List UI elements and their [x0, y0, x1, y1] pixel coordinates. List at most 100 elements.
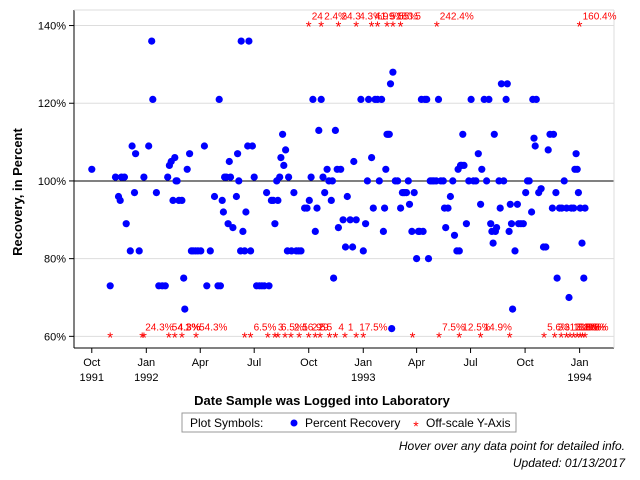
data-point-percent-recovery[interactable]: [357, 95, 365, 103]
data-point-percent-recovery[interactable]: [439, 177, 447, 185]
data-point-percent-recovery[interactable]: [369, 204, 377, 212]
data-point-percent-recovery[interactable]: [572, 150, 580, 158]
data-point-percent-recovery[interactable]: [126, 247, 134, 255]
data-point-percent-recovery[interactable]: [532, 95, 540, 103]
data-point-percent-recovery[interactable]: [218, 196, 226, 204]
data-point-percent-recovery[interactable]: [263, 189, 271, 197]
data-point-percent-recovery[interactable]: [178, 196, 186, 204]
data-point-percent-recovery[interactable]: [241, 247, 249, 255]
data-point-percent-recovery[interactable]: [219, 208, 227, 216]
data-point-percent-recovery[interactable]: [397, 204, 405, 212]
data-point-percent-recovery[interactable]: [334, 224, 342, 232]
data-point-percent-recovery[interactable]: [362, 220, 370, 228]
data-point-off-scale[interactable]: *: [567, 329, 573, 346]
data-point-percent-recovery[interactable]: [519, 220, 527, 228]
data-point-off-scale[interactable]: *: [172, 329, 178, 346]
data-point-off-scale[interactable]: *: [327, 329, 333, 346]
data-point-off-scale[interactable]: *: [179, 329, 185, 346]
data-point-percent-recovery[interactable]: [282, 146, 290, 154]
data-point-percent-recovery[interactable]: [303, 204, 311, 212]
data-point-percent-recovery[interactable]: [210, 192, 219, 201]
data-point-percent-recovery[interactable]: [542, 243, 550, 251]
data-point-percent-recovery[interactable]: [181, 305, 189, 313]
data-point-percent-recovery[interactable]: [506, 200, 514, 208]
data-point-percent-recovery[interactable]: [229, 224, 237, 232]
data-point-percent-recovery[interactable]: [508, 305, 517, 313]
data-point-percent-recovery[interactable]: [389, 68, 397, 76]
data-point-off-scale[interactable]: *: [248, 329, 254, 346]
data-point-percent-recovery[interactable]: [88, 165, 96, 173]
data-point-percent-recovery[interactable]: [386, 80, 395, 88]
data-point-percent-recovery[interactable]: [239, 227, 247, 235]
data-point-off-scale[interactable]: *: [577, 19, 583, 36]
data-point-percent-recovery[interactable]: [237, 37, 245, 45]
data-point-off-scale[interactable]: *: [335, 19, 341, 36]
data-point-percent-recovery[interactable]: [206, 247, 214, 255]
data-point-percent-recovery[interactable]: [419, 227, 427, 235]
data-point-percent-recovery[interactable]: [280, 161, 288, 169]
data-point-percent-recovery[interactable]: [122, 220, 130, 228]
data-point-off-scale[interactable]: *: [306, 329, 312, 346]
data-point-off-scale[interactable]: *: [282, 329, 288, 346]
data-point-percent-recovery[interactable]: [135, 247, 143, 255]
data-point-percent-recovery[interactable]: [313, 204, 321, 212]
data-point-percent-recovery[interactable]: [402, 189, 411, 197]
data-point-percent-recovery[interactable]: [173, 177, 181, 185]
data-point-percent-recovery[interactable]: [410, 189, 418, 197]
data-point-percent-recovery[interactable]: [379, 227, 387, 235]
data-point-percent-recovery[interactable]: [477, 200, 485, 208]
data-point-percent-recovery[interactable]: [343, 192, 351, 201]
data-point-off-scale[interactable]: *: [574, 329, 580, 346]
data-point-percent-recovery[interactable]: [106, 282, 114, 290]
data-point-percent-recovery[interactable]: [503, 80, 511, 88]
data-point-percent-recovery[interactable]: [245, 37, 253, 45]
data-point-percent-recovery[interactable]: [248, 142, 256, 150]
data-point-percent-recovery[interactable]: [116, 196, 124, 204]
data-point-percent-recovery[interactable]: [226, 173, 235, 181]
data-point-percent-recovery[interactable]: [502, 95, 510, 103]
data-point-off-scale[interactable]: *: [369, 19, 375, 36]
data-point-percent-recovery[interactable]: [349, 243, 357, 251]
data-point-percent-recovery[interactable]: [580, 274, 588, 282]
data-point-percent-recovery[interactable]: [388, 325, 396, 333]
data-point-percent-recovery[interactable]: [339, 216, 347, 224]
data-point-percent-recovery[interactable]: [368, 154, 376, 162]
data-point-off-scale[interactable]: *: [272, 329, 278, 346]
data-point-percent-recovery[interactable]: [235, 177, 243, 185]
data-point-percent-recovery[interactable]: [405, 200, 414, 208]
data-point-percent-recovery[interactable]: [317, 95, 325, 103]
data-point-percent-recovery[interactable]: [128, 142, 136, 150]
data-point-percent-recovery[interactable]: [132, 150, 140, 158]
data-point-percent-recovery[interactable]: [279, 130, 287, 138]
data-point-off-scale[interactable]: *: [242, 329, 248, 346]
data-point-percent-recovery[interactable]: [375, 177, 383, 185]
data-point-percent-recovery[interactable]: [413, 255, 421, 263]
data-point-percent-recovery[interactable]: [319, 173, 327, 181]
data-point-percent-recovery[interactable]: [277, 154, 285, 162]
data-point-percent-recovery[interactable]: [224, 220, 232, 228]
data-point-off-scale[interactable]: *: [507, 329, 513, 346]
data-point-percent-recovery[interactable]: [573, 165, 581, 173]
data-point-percent-recovery[interactable]: [423, 95, 431, 103]
data-point-percent-recovery[interactable]: [145, 142, 153, 150]
data-point-percent-recovery[interactable]: [489, 239, 497, 247]
data-point-percent-recovery[interactable]: [462, 220, 470, 228]
data-point-percent-recovery[interactable]: [359, 247, 367, 255]
data-point-percent-recovery[interactable]: [385, 130, 393, 138]
data-point-percent-recovery[interactable]: [497, 80, 505, 88]
data-point-percent-recovery[interactable]: [148, 37, 156, 45]
data-point-percent-recovery[interactable]: [500, 177, 508, 185]
data-point-off-scale[interactable]: *: [312, 329, 318, 346]
data-point-percent-recovery[interactable]: [581, 204, 589, 212]
data-point-percent-recovery[interactable]: [346, 216, 354, 224]
data-point-percent-recovery[interactable]: [444, 204, 452, 212]
data-point-percent-recovery[interactable]: [507, 220, 516, 228]
data-point-percent-recovery[interactable]: [247, 247, 255, 255]
data-point-percent-recovery[interactable]: [522, 189, 530, 197]
data-point-percent-recovery[interactable]: [290, 189, 298, 197]
data-point-percent-recovery[interactable]: [474, 150, 482, 158]
data-point-percent-recovery[interactable]: [496, 204, 504, 212]
data-point-percent-recovery[interactable]: [449, 177, 457, 185]
data-point-percent-recovery[interactable]: [232, 192, 240, 201]
data-point-percent-recovery[interactable]: [455, 247, 463, 255]
